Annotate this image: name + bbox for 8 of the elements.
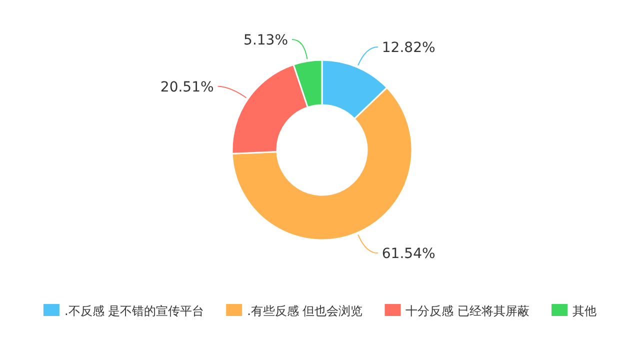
data-label: 20.51% <box>160 79 214 96</box>
data-label: 12.82% <box>382 40 436 56</box>
legend-label: .不反感 是不错的宣传平台 <box>64 304 204 318</box>
data-label: 5.13% <box>244 32 288 48</box>
legend-label: 十分反感 已经将其屏蔽 <box>406 304 530 318</box>
data-label: 61.54% <box>382 246 436 262</box>
legend-label: .有些反感 但也会浏览 <box>247 304 363 318</box>
legend-label: 其他 <box>572 304 597 318</box>
